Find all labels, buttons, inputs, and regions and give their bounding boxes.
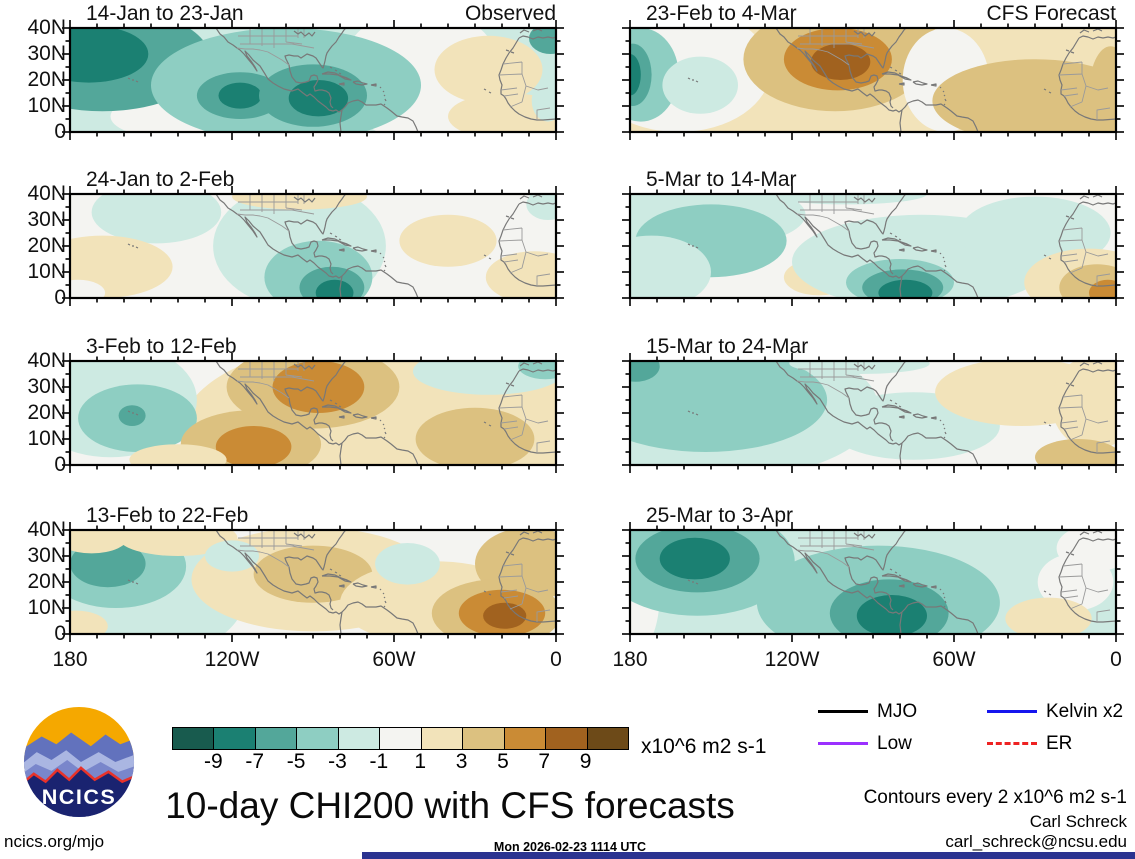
colorbar-cell-2	[214, 728, 256, 749]
lon-label-left-0: 0	[550, 648, 562, 671]
lat-label-row3-0: 0	[54, 453, 66, 476]
logo-ridge-line	[23, 766, 135, 785]
map-panel-3	[62, 186, 564, 306]
colorbar-cell-10	[546, 728, 588, 749]
map-panel-5	[62, 353, 564, 473]
author-name: Carl Schreck	[1029, 812, 1127, 831]
legend-label-mjo: MJO	[877, 701, 918, 722]
lat-label-row2-30N: 30N	[27, 208, 66, 231]
author-email: carl_schreck@ncsu.edu	[945, 832, 1127, 851]
lat-label-row4-40N: 40N	[27, 518, 66, 541]
colorbar-cell-6	[380, 728, 422, 749]
panel-title-7: 13-Feb to 22-Feb	[86, 504, 249, 527]
colorbar-cell-5	[338, 728, 381, 749]
legend-line-low	[818, 742, 868, 745]
lat-label-row4-20N: 20N	[27, 570, 66, 593]
colorbar-label-5: 5	[497, 750, 509, 773]
logo-base	[23, 767, 135, 818]
panel-title-4: 5-Mar to 14-Mar	[646, 168, 797, 191]
lat-label-row1-20N: 20N	[27, 68, 66, 91]
legend-line-kelvin-x2	[987, 710, 1037, 713]
lat-label-row1-30N: 30N	[27, 42, 66, 65]
map-panel-4	[622, 186, 1124, 306]
legend-line-mjo	[818, 710, 868, 713]
lat-label-row3-40N: 40N	[27, 349, 66, 372]
lon-label-right-180: 180	[612, 648, 648, 671]
timestamp: Mon 2026-02-23 1114 UTC	[493, 840, 647, 854]
lat-label-row3-20N: 20N	[27, 401, 66, 424]
colorbar-label-9: 9	[579, 750, 592, 773]
map-panel-2	[622, 20, 1124, 140]
panel-corner-label-1: Observed	[464, 2, 556, 25]
lon-label-left-180: 180	[52, 648, 88, 671]
panel-title-8: 25-Mar to 3-Apr	[646, 504, 794, 527]
lat-label-row3-10N: 10N	[27, 427, 66, 450]
contours-note: Contours every 2 x10^6 m2 s-1	[863, 787, 1127, 808]
colorbar-label--7: -7	[245, 750, 265, 773]
lat-label-row2-20N: 20N	[27, 234, 66, 257]
colorbar-label--9: -9	[204, 750, 223, 773]
lat-label-row2-10N: 10N	[27, 260, 66, 283]
panel-title-5: 3-Feb to 12-Feb	[86, 335, 237, 358]
map-panel-7	[62, 522, 564, 642]
colorbar-label--1: -1	[369, 750, 389, 773]
map-panel-1	[62, 20, 564, 140]
lat-label-row3-30N: 30N	[27, 375, 66, 398]
lon-label-right-0: 0	[1110, 648, 1122, 671]
colorbar-label--3: -3	[328, 750, 347, 773]
map-panel-8	[622, 522, 1124, 642]
colorbar-cell-11	[587, 728, 628, 749]
legend-line-er	[987, 742, 1037, 745]
colorbar	[172, 727, 629, 750]
legend-label-low: Low	[877, 733, 912, 754]
colorbar-cell-9	[504, 728, 547, 749]
map-panel-6	[622, 353, 1124, 473]
logo-text: NCICS	[42, 784, 117, 809]
colorbar-cell-4	[297, 728, 339, 749]
lat-label-row1-10N: 10N	[27, 94, 66, 117]
colorbar-label-1: 1	[414, 750, 427, 773]
colorbar-label--5: -5	[286, 750, 306, 773]
main-title: 10-day CHI200 with CFS forecasts	[165, 785, 735, 826]
colorbar-cell-7	[421, 728, 464, 749]
colorbar-cell-8	[463, 728, 505, 749]
panel-title-2: 23-Feb to 4-Mar	[646, 2, 797, 25]
lat-label-row2-40N: 40N	[27, 182, 66, 205]
legend-label-er: ER	[1046, 733, 1073, 754]
lat-label-row4-0: 0	[54, 622, 66, 645]
ncics-logo: NCICS	[23, 706, 135, 818]
colorbar-units-label: x10^6 m2 s-1	[641, 735, 767, 758]
lon-label-right-120W: 120W	[764, 648, 820, 671]
panel-corner-label-2: CFS Forecast	[986, 2, 1116, 25]
lat-label-row2-0: 0	[54, 286, 66, 309]
panel-title-3: 24-Jan to 2-Feb	[86, 168, 235, 191]
lon-label-right-60W: 60W	[932, 648, 976, 671]
site-link[interactable]: ncics.org/mjo	[4, 832, 105, 851]
lon-label-left-60W: 60W	[372, 648, 416, 671]
lon-label-left-120W: 120W	[204, 648, 260, 671]
colorbar-labels: -9 -7 -5 -3 -1 1 3 5 7 9	[172, 750, 627, 774]
lat-label-row1-0: 0	[54, 120, 66, 143]
colorbar-cell-3	[255, 728, 298, 749]
colorbar-cell-1	[173, 728, 215, 749]
panel-title-1: 14-Jan to 23-Jan	[86, 2, 244, 25]
colorbar-label-3: 3	[455, 750, 468, 773]
bottom-bar	[362, 852, 1135, 859]
panel-title-6: 15-Mar to 24-Mar	[646, 335, 809, 358]
lat-label-row4-30N: 30N	[27, 544, 66, 567]
lat-label-row1-40N: 40N	[27, 16, 66, 39]
colorbar-label-7: 7	[538, 750, 551, 773]
legend-label-kelvin-x2: Kelvin x2	[1046, 701, 1124, 722]
lat-label-row4-10N: 10N	[27, 596, 66, 619]
